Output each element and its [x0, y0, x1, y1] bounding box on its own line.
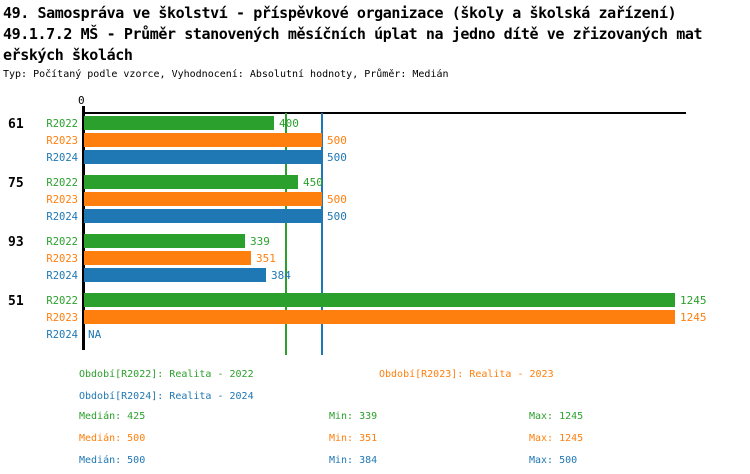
bar	[84, 310, 675, 324]
bar-value-label: 500	[327, 151, 347, 164]
stat-min: Min: 339	[329, 411, 378, 422]
bar	[84, 234, 245, 248]
bar-value-label: 500	[327, 210, 347, 223]
median-line	[321, 113, 323, 355]
stat-max: Max: 1245	[529, 433, 584, 444]
stat-max: Max: 500	[529, 455, 578, 466]
series-label: R2022	[46, 118, 78, 130]
stat-min: Min: 351	[329, 433, 378, 444]
bar-value-label: 500	[327, 134, 347, 147]
bar-value-label: 400	[279, 117, 299, 130]
category-label: 61	[8, 117, 24, 132]
stat-max: Max: 1245	[529, 411, 584, 422]
series-label: R2022	[46, 295, 78, 307]
bar	[84, 251, 251, 265]
chart-title-line-3: eřských školách	[3, 46, 133, 64]
series-label: R2024	[46, 152, 78, 164]
axis-vertical-line	[82, 106, 85, 350]
bar-value-label: 1245	[680, 311, 707, 324]
bar-value-label: 384	[271, 269, 291, 282]
bar-value-label: 351	[256, 252, 276, 265]
axis-top-line	[83, 112, 686, 114]
bar	[84, 116, 274, 130]
category-label: 51	[8, 294, 24, 309]
bar	[84, 268, 266, 282]
category-label: 75	[8, 176, 24, 191]
series-label: R2023	[46, 253, 78, 265]
legend-item: Období[R2022]: Realita - 2022	[79, 369, 254, 380]
series-label: R2024	[46, 211, 78, 223]
series-label: R2024	[46, 270, 78, 282]
legend-item: Období[R2023]: Realita - 2023	[379, 369, 554, 380]
stat-median: Medián: 425	[79, 411, 146, 422]
bar-value-label: 450	[303, 176, 323, 189]
bar	[84, 192, 322, 206]
series-label: R2022	[46, 177, 78, 189]
na-value-label: NA	[88, 328, 102, 341]
series-label: R2023	[46, 135, 78, 147]
stat-median: Medián: 500	[79, 455, 146, 466]
bar-value-label: 1245	[680, 294, 707, 307]
median-line	[285, 113, 287, 355]
stat-median: Medián: 500	[79, 433, 146, 444]
bar	[84, 133, 322, 147]
chart-title-line-1: 49. Samospráva ve školství - příspěvkové…	[3, 4, 677, 22]
legend-item: Období[R2024]: Realita - 2024	[79, 391, 254, 402]
series-label: R2023	[46, 312, 78, 324]
bar	[84, 209, 322, 223]
category-label: 93	[8, 235, 24, 250]
bar	[84, 150, 322, 164]
chart-title-line-2: 49.1.7.2 MŠ - Průměr stanovených měsíční…	[3, 25, 703, 43]
series-label: R2023	[46, 194, 78, 206]
bar-value-label: 500	[327, 193, 347, 206]
chart-meta-line: Typ: Počítaný podle vzorce, Vyhodnocení:…	[3, 69, 449, 80]
bar-value-label: 339	[250, 235, 270, 248]
stat-min: Min: 384	[329, 455, 378, 466]
bar	[84, 175, 298, 189]
bar	[84, 293, 675, 307]
series-label: R2024	[46, 329, 78, 341]
axis-tick-label-zero: 0	[78, 94, 85, 107]
series-label: R2022	[46, 236, 78, 248]
